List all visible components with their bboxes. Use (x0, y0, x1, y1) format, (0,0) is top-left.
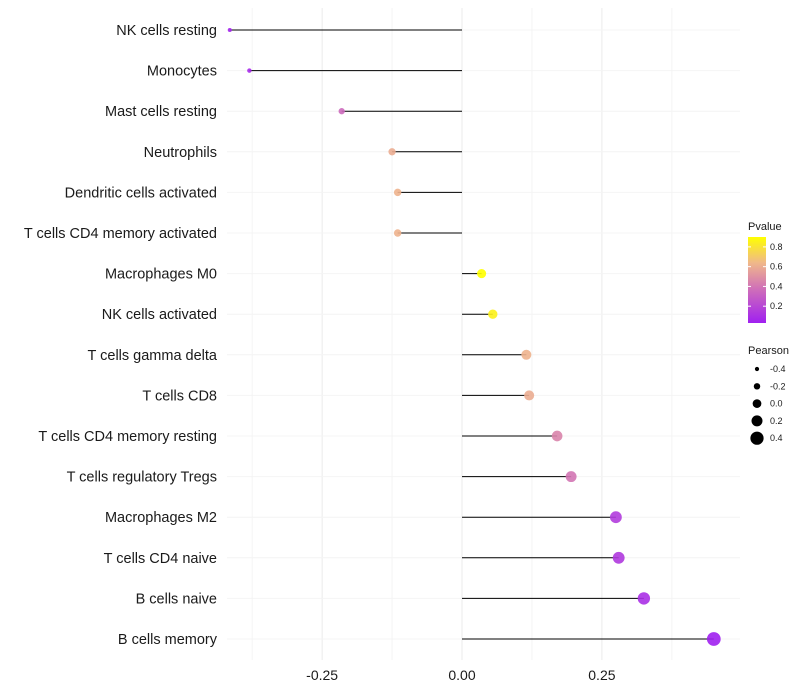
y-axis-label: Macrophages M0 (105, 267, 217, 283)
y-axis-label: Monocytes (147, 64, 217, 80)
y-axis-label: T cells CD4 memory activated (24, 226, 217, 242)
y-axis-label: NK cells activated (102, 307, 217, 323)
lollipop-point (565, 471, 577, 483)
pvalue-tick-label: 0.8 (770, 242, 783, 252)
pearson-legend-dot (751, 415, 763, 427)
y-axis-label: T cells CD4 memory resting (38, 429, 217, 445)
lollipop-point (247, 68, 252, 73)
y-axis-label: T cells regulatory Tregs (67, 470, 217, 486)
x-tick-label: 0.25 (588, 667, 615, 683)
lollipop-point (609, 511, 622, 524)
y-axis-label: T cells CD4 naive (104, 551, 217, 567)
y-axis-label: T cells CD8 (142, 388, 217, 404)
lollipop-points (227, 27, 721, 646)
pvalue-tick-label: 0.4 (770, 281, 783, 291)
lollipop-point (393, 229, 402, 237)
x-axis-tick-labels: -0.25 0.00 0.25 (306, 667, 616, 683)
pvalue-tick-label: 0.6 (770, 262, 783, 272)
pearson-legend-dot (753, 383, 761, 390)
y-axis-label: Dendritic cells activated (65, 185, 217, 201)
pearson-legend-label: -0.2 (770, 381, 786, 391)
pearson-legend-label: 0.2 (770, 416, 783, 426)
x-tick-label: -0.25 (306, 667, 338, 683)
y-axis-label: B cells memory (118, 632, 218, 648)
lollipop-point (477, 269, 487, 279)
y-axis-label: B cells naive (136, 591, 217, 607)
pearson-legend-dot (750, 431, 764, 445)
grid-lines (227, 8, 740, 660)
lollipop-point (227, 27, 232, 33)
lollipop-segments (229, 29, 714, 640)
pvalue-legend: Pvalue 0.8 0.6 0.4 0.2 (748, 221, 783, 323)
y-axis-label: T cells gamma delta (88, 348, 218, 364)
pearson-legend-label: -0.4 (770, 364, 786, 374)
lollipop-point (706, 632, 721, 646)
y-axis-labels: NK cells resting Monocytes Mast cells rest… (24, 23, 218, 648)
pearson-legend-dot (754, 366, 760, 372)
lollipop-point (388, 148, 396, 156)
pvalue-legend-title: Pvalue (748, 221, 782, 233)
lollipop-point (338, 108, 345, 115)
x-tick-label: 0.00 (448, 667, 475, 683)
pvalue-tick-label: 0.2 (770, 301, 783, 311)
pearson-legend-title: Pearson (748, 345, 789, 357)
y-axis-label: Neutrophils (144, 145, 217, 161)
y-axis-label: Macrophages M2 (105, 510, 217, 526)
lollipop-point (524, 390, 535, 401)
pearson-legend-label: 0.0 (770, 399, 783, 409)
y-axis-label: Mast cells resting (105, 104, 217, 120)
lollipop-point (488, 309, 498, 319)
y-axis-label: NK cells resting (116, 23, 217, 39)
pearson-legend-label: 0.4 (770, 433, 783, 443)
lollipop-point (612, 551, 625, 564)
pearson-legend-dot (752, 399, 762, 408)
pearson-legend: Pearson -0.4 -0.2 0.0 0.2 0.4 (748, 345, 789, 445)
pvalue-colorbar (748, 237, 766, 323)
lollipop-point (393, 188, 402, 197)
lollipop-point (551, 430, 563, 442)
lollipop-point (521, 349, 532, 360)
lollipop-point (637, 592, 651, 605)
